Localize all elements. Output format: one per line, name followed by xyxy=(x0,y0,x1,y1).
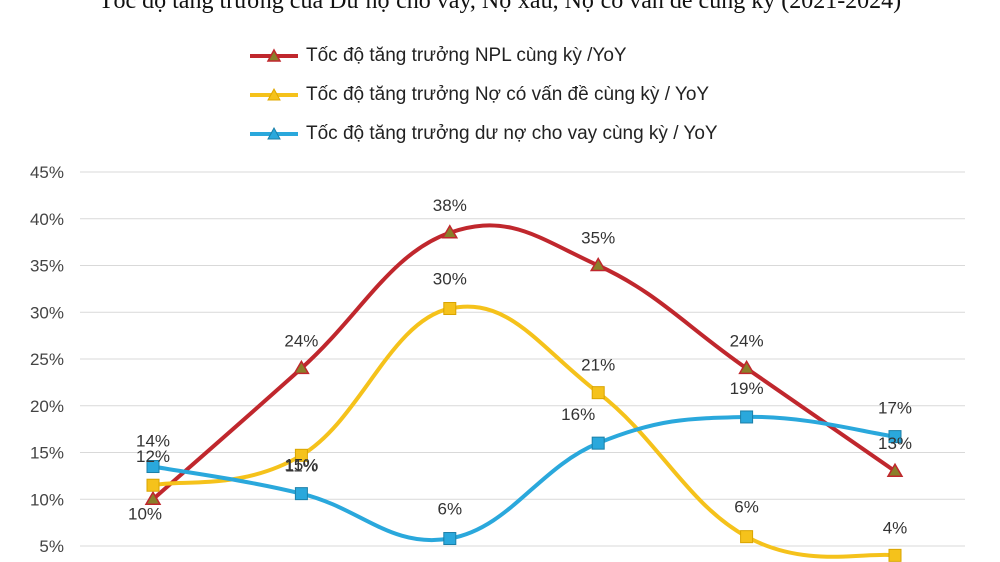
series-line-loan-growth xyxy=(151,414,897,542)
marker-problem-debt xyxy=(740,530,754,544)
marker-problem-debt xyxy=(146,478,160,492)
legend-swatch-npl-icon xyxy=(250,47,298,62)
legend-label-npl: Tốc độ tăng trưởng NPL cùng kỳ /YoY xyxy=(306,44,627,66)
legend-item-loan-growth: Tốc độ tăng trưởng dư nợ cho vay cùng kỳ… xyxy=(250,114,718,153)
marker-problem-debt xyxy=(443,302,457,316)
y-tick-label: 20% xyxy=(30,397,64,416)
marker-npl xyxy=(441,224,459,239)
data-label-problem-debt: 4% xyxy=(883,518,908,537)
chart-title: Tốc độ tăng trưởng của Dư nợ cho vay, Nợ… xyxy=(98,0,902,14)
legend-item-npl: Tốc độ tăng trưởng NPL cùng kỳ /YoY xyxy=(250,36,718,75)
y-tick-label: 35% xyxy=(30,257,64,276)
marker-problem-debt xyxy=(294,448,308,462)
series-markers xyxy=(144,224,904,562)
data-label-problem-debt: 6% xyxy=(734,498,759,517)
data-label-loan-growth: 19% xyxy=(730,379,764,398)
data-label-npl: 13% xyxy=(878,434,912,453)
series-line-npl xyxy=(151,223,897,502)
marker-npl xyxy=(293,359,310,375)
marker-npl xyxy=(886,462,904,477)
marker-npl xyxy=(738,359,755,375)
marker-loan-growth xyxy=(146,460,160,474)
marker-loan-growth xyxy=(740,410,754,424)
y-tick-label: 40% xyxy=(30,210,64,229)
marker-problem-debt xyxy=(888,548,902,562)
data-label-npl: 38% xyxy=(433,196,467,215)
data-label-npl: 35% xyxy=(581,229,615,248)
data-label-loan-growth: 6% xyxy=(438,500,463,519)
data-label-problem-debt: 12% xyxy=(136,447,170,466)
y-tick-label: 5% xyxy=(39,537,64,556)
legend-label-problem-debt: Tốc độ tăng trưởng Nợ có vấn đề cùng kỳ … xyxy=(306,83,710,105)
y-tick-label: 25% xyxy=(30,350,64,369)
legend: Tốc độ tăng trưởng NPL cùng kỳ /YoY Tốc … xyxy=(250,36,718,153)
series-lines xyxy=(151,223,897,559)
y-tick-label: 45% xyxy=(30,163,64,182)
data-label-problem-debt: 21% xyxy=(581,356,615,375)
marker-loan-growth xyxy=(591,436,605,450)
data-label-problem-debt: 15% xyxy=(284,455,318,474)
y-tick-label: 15% xyxy=(30,444,64,463)
data-label-loan-growth: 11% xyxy=(285,457,318,476)
data-label-npl: 24% xyxy=(730,331,764,350)
legend-label-loan-growth: Tốc độ tăng trưởng dư nợ cho vay cùng kỳ… xyxy=(306,122,718,144)
legend-swatch-problem-debt-icon xyxy=(250,87,298,100)
y-tick-label: 10% xyxy=(30,490,64,509)
data-label-loan-growth: 14% xyxy=(136,432,170,451)
data-label-loan-growth: 16% xyxy=(561,405,595,424)
data-label-loan-growth: 17% xyxy=(878,399,912,418)
y-axis: 5% 10% 15% 20% 25% 30% 35% 40% 45% xyxy=(30,163,64,556)
y-tick-label: 30% xyxy=(30,303,64,322)
marker-loan-growth xyxy=(888,430,902,444)
data-label-problem-debt: 30% xyxy=(433,270,467,289)
data-label-npl: 10% xyxy=(128,504,162,523)
marker-loan-growth xyxy=(294,487,308,501)
marker-npl xyxy=(144,490,162,505)
gridlines xyxy=(80,171,965,547)
data-label-npl: 24% xyxy=(284,331,318,350)
legend-swatch-loan-growth-icon xyxy=(250,126,298,139)
series-line-problem-debt xyxy=(151,304,897,559)
legend-item-problem-debt: Tốc độ tăng trưởng Nợ có vấn đề cùng kỳ … xyxy=(250,75,718,114)
marker-problem-debt xyxy=(591,386,605,400)
marker-loan-growth xyxy=(443,532,457,546)
data-labels: 10% 24% 38% 35% 24% 13% 12% 15% 30% 21% 6% 4% 14% 11%… xyxy=(128,196,912,538)
marker-npl xyxy=(589,257,607,272)
